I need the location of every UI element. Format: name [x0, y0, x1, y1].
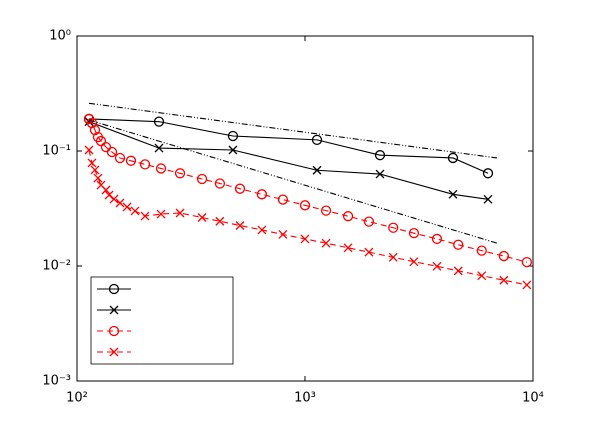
legend-marker — [108, 325, 120, 337]
data-point — [300, 234, 310, 244]
data-point — [84, 145, 94, 155]
y-tick-label: 10⁻¹ — [42, 144, 71, 159]
data-point — [408, 228, 420, 239]
data-point — [101, 185, 111, 195]
data-point — [196, 173, 208, 185]
data-point — [197, 213, 207, 222]
data-point — [499, 275, 509, 285]
data-point — [431, 233, 443, 245]
data-point — [234, 183, 246, 194]
x-tick-label: 10⁴ — [522, 391, 544, 406]
data-point — [215, 216, 225, 226]
data-point — [106, 146, 118, 158]
data-point — [228, 145, 238, 155]
data-point — [477, 271, 487, 281]
data-point — [122, 202, 132, 212]
series-line — [88, 119, 498, 244]
series-line — [88, 118, 489, 174]
data-point — [86, 117, 98, 129]
data-point — [476, 245, 487, 256]
data-point — [174, 168, 186, 179]
data-point — [342, 211, 354, 222]
data-point — [363, 216, 375, 227]
data-point — [483, 194, 493, 204]
data-point — [235, 221, 245, 230]
data-point — [312, 165, 322, 175]
data-point — [375, 169, 385, 179]
x-tick-label: 10² — [66, 391, 88, 406]
data-point — [154, 143, 164, 153]
data-point — [153, 116, 165, 127]
data-point — [139, 159, 151, 170]
data-point — [214, 178, 226, 189]
data-point — [175, 208, 185, 218]
series-line — [88, 118, 528, 263]
data-point — [453, 266, 463, 276]
legend-marker — [109, 347, 119, 357]
data-point — [104, 190, 114, 200]
data-point — [374, 150, 386, 161]
data-point — [109, 194, 119, 204]
data-point — [125, 155, 137, 166]
legend-marker — [109, 305, 119, 315]
data-point — [155, 163, 167, 174]
data-point — [321, 238, 331, 248]
data-point — [522, 280, 532, 290]
y-tick-label: 10⁰ — [49, 29, 71, 44]
data-point — [256, 189, 268, 200]
data-point — [311, 134, 323, 146]
data-point — [93, 173, 103, 183]
data-point — [257, 225, 267, 235]
data-point — [453, 239, 464, 250]
data-point — [87, 158, 97, 168]
legend — [90, 276, 234, 365]
data-point — [498, 250, 510, 262]
data-point — [90, 165, 100, 175]
data-point — [521, 257, 533, 268]
data-point — [130, 206, 140, 216]
data-point — [343, 243, 353, 253]
data-point — [320, 205, 332, 216]
legend-box — [90, 276, 234, 365]
data-point — [89, 124, 101, 136]
data-point — [277, 194, 289, 205]
data-point — [482, 168, 494, 179]
data-point — [140, 211, 150, 221]
data-point — [299, 200, 311, 211]
data-point — [448, 189, 458, 199]
y-tick-label: 10⁻³ — [42, 374, 71, 389]
data-point — [388, 222, 399, 233]
data-point — [409, 257, 419, 267]
legend-marker — [108, 283, 120, 295]
data-point — [115, 198, 125, 208]
data-point — [156, 209, 166, 219]
data-point — [432, 261, 442, 271]
y-tick-label: 10⁻² — [42, 259, 71, 274]
data-point — [114, 152, 126, 164]
x-tick-label: 10³ — [294, 391, 316, 406]
data-point — [278, 230, 288, 239]
data-point — [364, 247, 374, 257]
data-point — [388, 252, 398, 262]
data-point — [227, 130, 239, 142]
data-point — [447, 152, 459, 164]
data-point — [95, 135, 107, 147]
